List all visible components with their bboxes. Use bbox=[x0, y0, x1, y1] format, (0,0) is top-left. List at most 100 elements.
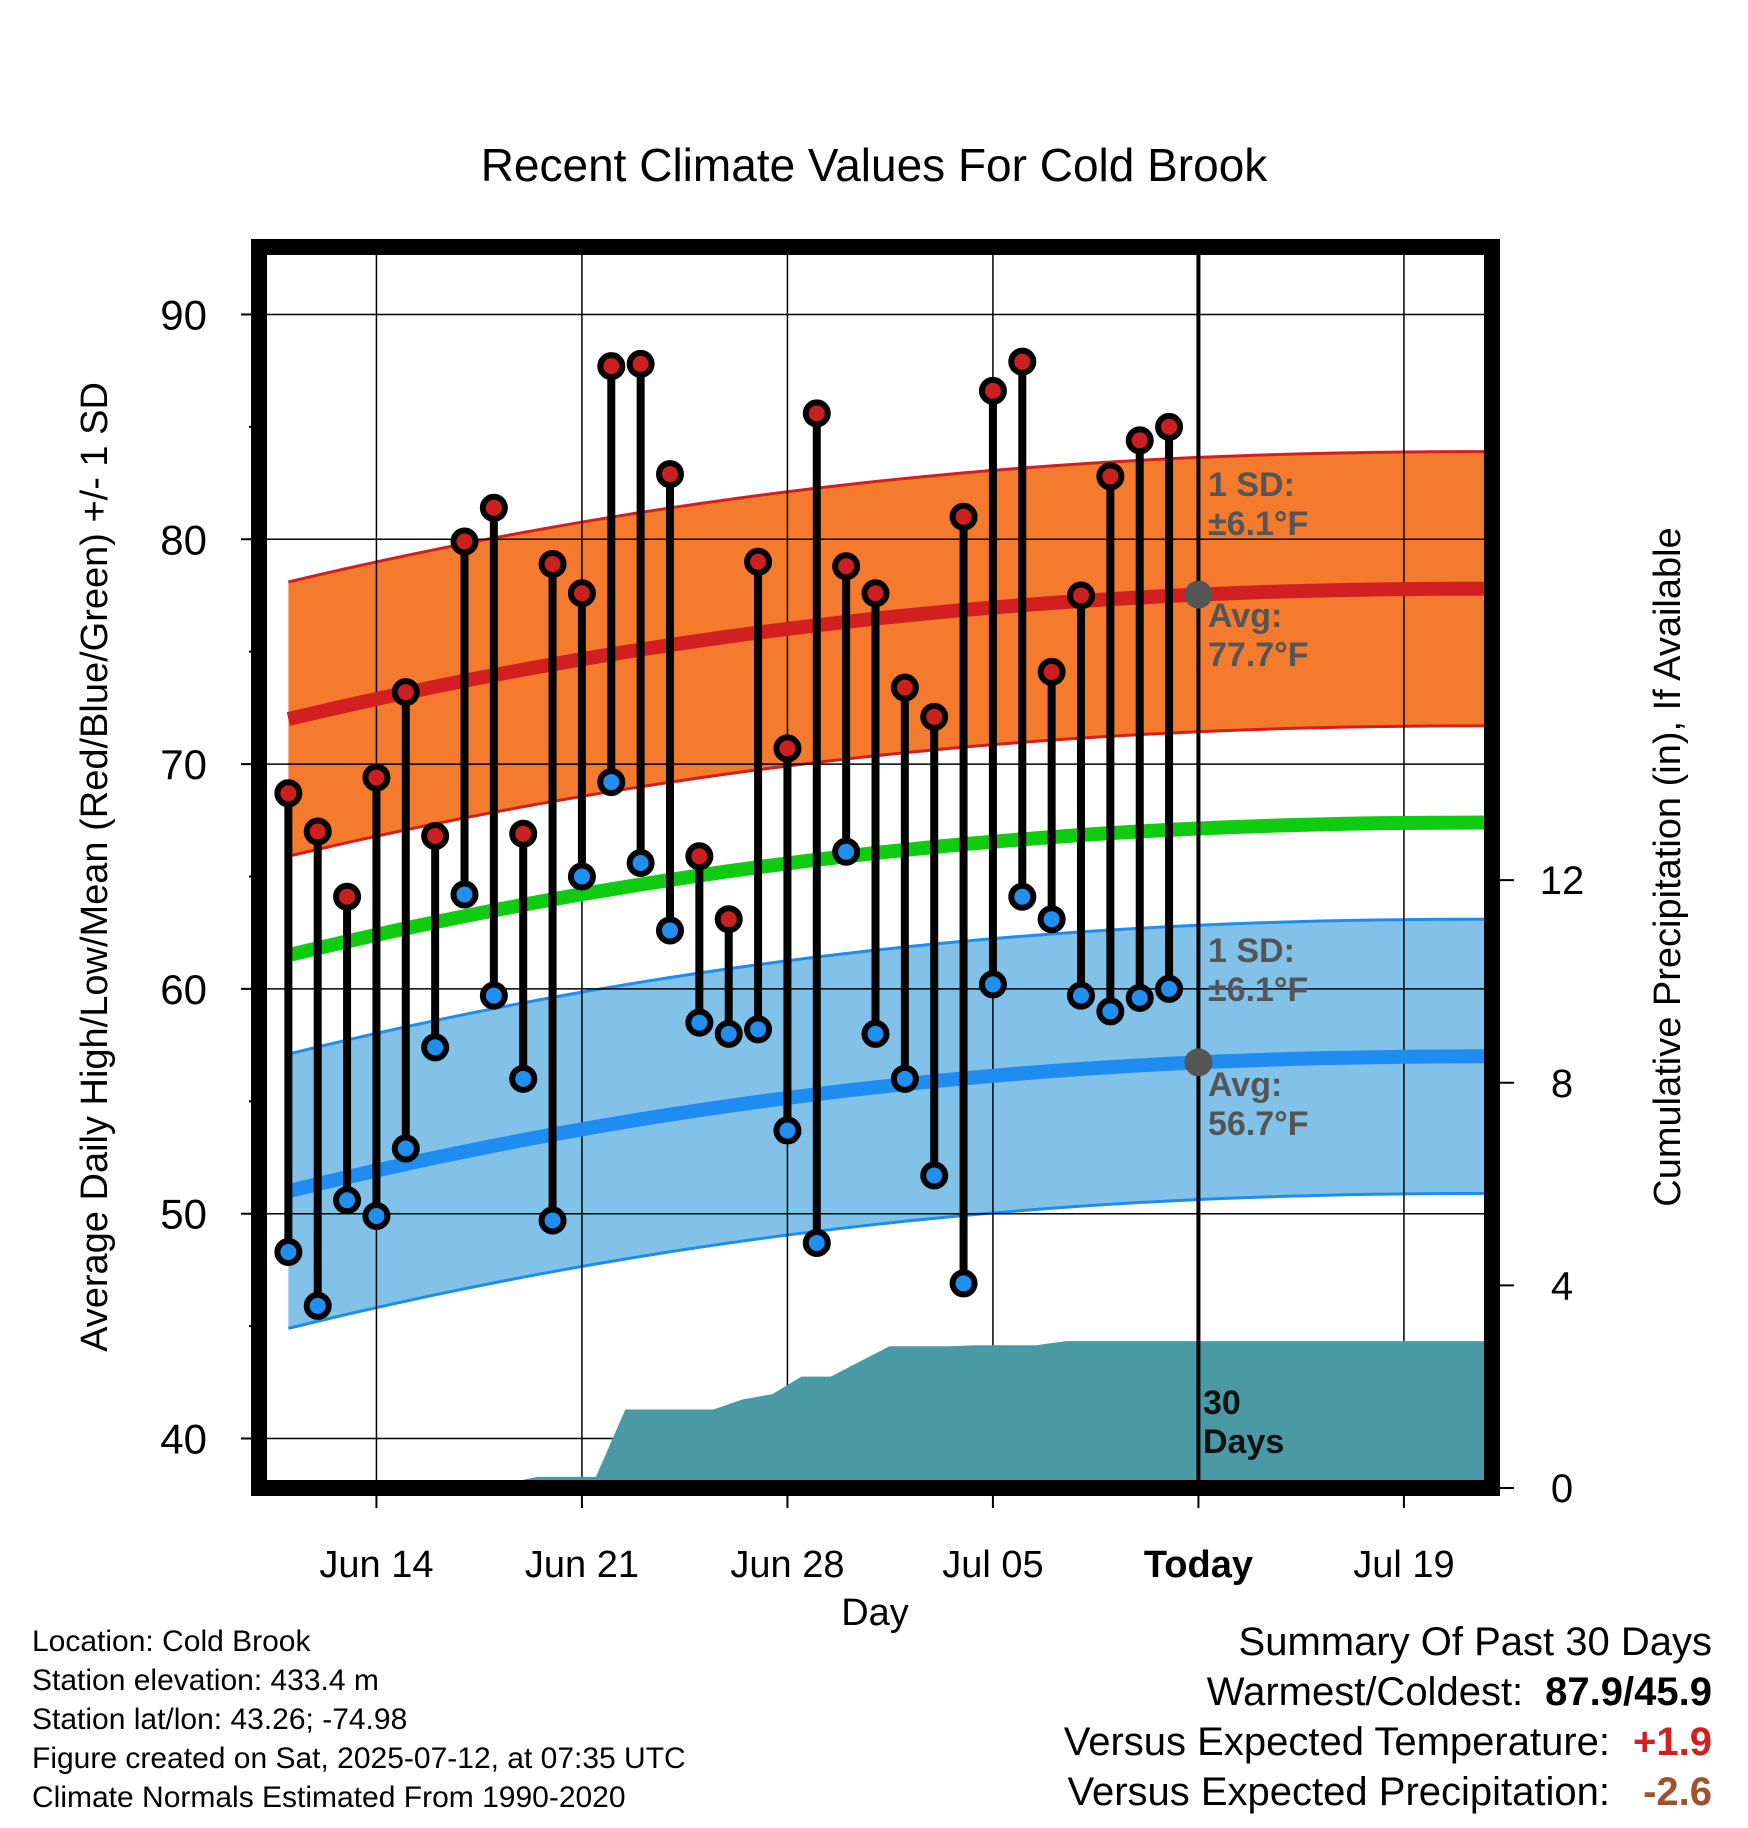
obs-low-point bbox=[333, 1186, 362, 1215]
temp-row: Versus Expected Temperature: +1.9 bbox=[1064, 1717, 1712, 1767]
obs-high-point bbox=[1155, 412, 1184, 441]
elevation-text: Station elevation: 433.4 m bbox=[32, 1664, 379, 1697]
normal-bands bbox=[288, 450, 1493, 1330]
obs-low-point bbox=[1008, 882, 1037, 911]
obs-high-point bbox=[714, 905, 743, 934]
low-sd-band-upper-edge bbox=[288, 917, 1493, 1056]
obs-low-point bbox=[1037, 905, 1066, 934]
obs-low-point bbox=[861, 1019, 890, 1048]
y2-tick-label: 8 bbox=[1551, 1062, 1573, 1106]
obs-low-point bbox=[450, 880, 479, 909]
warmest-coldest-label: Warmest/Coldest: bbox=[1206, 1670, 1524, 1714]
obs-low-point bbox=[920, 1161, 949, 1190]
chart-title: Recent Climate Values For Cold Brook bbox=[481, 139, 1269, 191]
y-axis-label: Average Daily High/Low/Mean (Red/Blue/Gr… bbox=[74, 382, 116, 1352]
x-axis: Jun 14 Jun 21 Jun 28 Jul 05 Today Jul 19 bbox=[258, 1488, 1493, 1586]
x-tick-label: Jul 19 bbox=[1353, 1544, 1454, 1586]
obs-high-point bbox=[1037, 657, 1066, 686]
today-high-avg-marker bbox=[1184, 580, 1213, 609]
obs-low-point bbox=[567, 862, 596, 891]
obs-high-point bbox=[861, 579, 890, 608]
y-tick-label: 70 bbox=[160, 741, 207, 788]
x-axis-label: Day bbox=[841, 1592, 909, 1634]
location-text: Location: Cold Brook bbox=[32, 1625, 311, 1658]
obs-high-point bbox=[1125, 426, 1154, 455]
observations bbox=[274, 347, 1184, 1320]
normal-mean-line bbox=[286, 815, 1493, 963]
obs-high-point bbox=[656, 460, 684, 489]
obs-low-point bbox=[1155, 974, 1184, 1003]
obs-low-point bbox=[626, 849, 655, 878]
low-sd-label: 1 SD: bbox=[1208, 932, 1295, 970]
y-tick-label: 50 bbox=[160, 1191, 207, 1238]
obs-low-point bbox=[685, 1008, 714, 1037]
obs-low-point bbox=[802, 1228, 831, 1257]
precip-fill bbox=[267, 1341, 1484, 1488]
obs-high-point bbox=[949, 502, 978, 531]
y2-axis-label: Cumulative Precipitation (in), If Availa… bbox=[1647, 527, 1689, 1206]
obs-low-point bbox=[890, 1064, 919, 1093]
y2-tick-label: 4 bbox=[1551, 1264, 1573, 1308]
y-axis-left: 40 50 60 70 80 90 bbox=[160, 291, 259, 1463]
obs-high-point bbox=[479, 493, 508, 522]
today-low-avg-marker bbox=[1184, 1048, 1213, 1077]
low-sd-value: ±6.1°F bbox=[1208, 971, 1308, 1009]
obs-high-point bbox=[362, 763, 391, 792]
x-tick-label: Jul 05 bbox=[942, 1544, 1043, 1586]
normal-low-line bbox=[286, 1049, 1493, 1199]
obs-high-point bbox=[567, 579, 596, 608]
low-avg-label: Avg: bbox=[1208, 1066, 1282, 1104]
obs-low-point bbox=[391, 1134, 420, 1163]
obs-low-point bbox=[274, 1237, 303, 1266]
x-tick-label: Today bbox=[1144, 1544, 1253, 1586]
precip-label: Versus Expected Precipitation: bbox=[1067, 1770, 1610, 1814]
obs-low-point bbox=[362, 1201, 391, 1230]
obs-low-point bbox=[421, 1033, 450, 1062]
high-sd-band bbox=[288, 451, 1492, 857]
obs-low-point bbox=[949, 1269, 978, 1298]
obs-low-point bbox=[656, 916, 684, 945]
obs-high-point bbox=[1067, 581, 1095, 610]
obs-high-point bbox=[333, 882, 362, 911]
precip-value: -2.6 bbox=[1643, 1770, 1712, 1814]
y2-tick-label: 0 bbox=[1551, 1467, 1573, 1511]
precip-row: Versus Expected Precipitation: -2.6 bbox=[1064, 1767, 1712, 1817]
obs-high-point bbox=[920, 702, 949, 731]
obs-low-point bbox=[1067, 981, 1095, 1010]
obs-high-point bbox=[890, 673, 919, 702]
obs-high-point bbox=[597, 352, 626, 381]
obs-low-point bbox=[1096, 997, 1125, 1026]
obs-high-point bbox=[450, 527, 479, 556]
low-avg-value: 56.7°F bbox=[1208, 1105, 1309, 1143]
obs-high-point bbox=[626, 349, 655, 378]
normal-high-line bbox=[286, 581, 1493, 726]
annotations: 1 SD: ±6.1°F Avg: 77.7°F 1 SD: ±6.1°F Av… bbox=[1203, 466, 1309, 1461]
obs-high-point bbox=[303, 817, 332, 846]
obs-high-point bbox=[509, 819, 538, 848]
summary-title-row: Summary Of Past 30 Days bbox=[1064, 1617, 1712, 1667]
high-sd-value: ±6.1°F bbox=[1208, 505, 1308, 543]
days-label: Days bbox=[1203, 1423, 1284, 1461]
warmest-coldest-value: 87.9/45.9 bbox=[1545, 1670, 1712, 1714]
days-count: 30 bbox=[1203, 1384, 1241, 1422]
obs-low-point bbox=[714, 1019, 743, 1048]
summary-panel: Summary Of Past 30 Days Warmest/Coldest:… bbox=[1064, 1617, 1712, 1817]
obs-low-point bbox=[303, 1291, 332, 1320]
y-axis-right: 0 4 8 12 bbox=[1492, 859, 1584, 1511]
y-tick-label: 40 bbox=[160, 1416, 207, 1463]
high-avg-label: Avg: bbox=[1208, 597, 1282, 635]
latlon-text: Station lat/lon: 43.26; -74.98 bbox=[32, 1703, 408, 1736]
obs-high-point bbox=[978, 376, 1007, 405]
created-text: Figure created on Sat, 2025-07-12, at 07… bbox=[32, 1742, 686, 1775]
obs-high-point bbox=[802, 399, 831, 428]
x-tick-label: Jun 14 bbox=[319, 1544, 433, 1586]
obs-high-point bbox=[421, 822, 450, 851]
x-tick-label: Jun 28 bbox=[730, 1544, 844, 1586]
temp-value: +1.9 bbox=[1633, 1720, 1712, 1764]
normal-lines bbox=[286, 581, 1493, 1199]
precipitation-area bbox=[267, 1341, 1484, 1488]
summary-title: Summary Of Past 30 Days bbox=[1238, 1620, 1712, 1664]
obs-high-point bbox=[1096, 462, 1125, 491]
obs-high-point bbox=[538, 549, 567, 578]
obs-low-point bbox=[978, 970, 1007, 999]
